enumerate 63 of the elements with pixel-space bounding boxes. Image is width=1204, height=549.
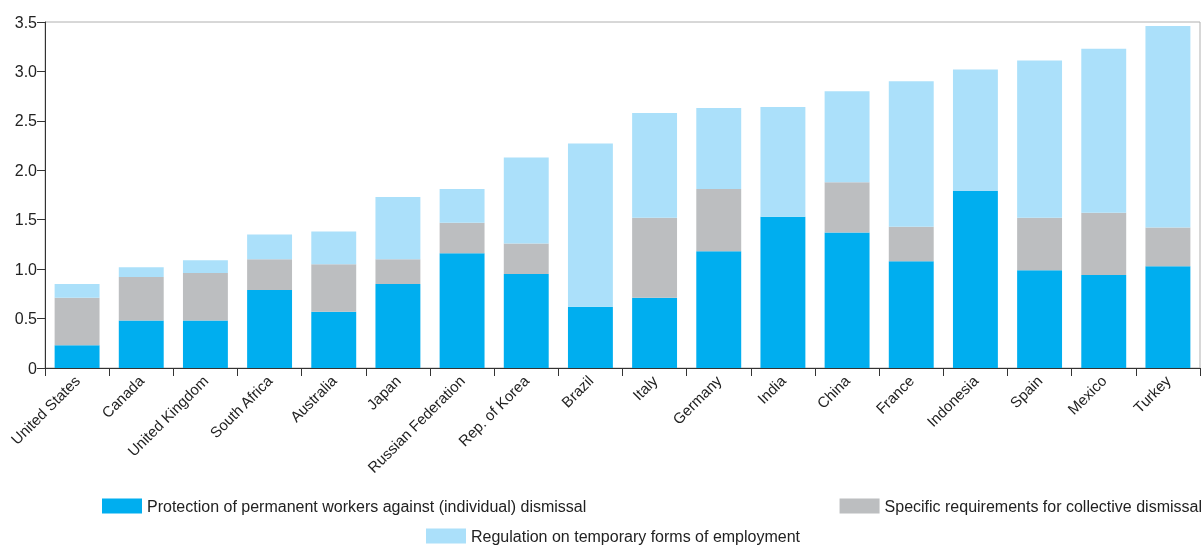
bar <box>311 231 357 265</box>
bar <box>118 267 164 278</box>
bar <box>311 264 357 312</box>
bar <box>696 251 742 368</box>
bar <box>760 107 806 217</box>
bar <box>888 226 934 262</box>
bar <box>824 91 870 183</box>
bar <box>503 274 549 368</box>
y-tick-label: 1.0 <box>14 260 38 278</box>
bar <box>375 283 421 368</box>
y-tick-label: 3.5 <box>14 13 38 31</box>
bar <box>439 189 485 223</box>
bar <box>182 260 228 274</box>
bar <box>311 311 357 368</box>
bar <box>247 259 293 290</box>
bar <box>1145 227 1191 267</box>
bar <box>182 273 228 321</box>
bar <box>952 191 998 368</box>
legend-label: Protection of permanent workers against (individual) dismissal <box>147 497 587 515</box>
bar <box>247 234 293 260</box>
bar <box>1081 212 1127 276</box>
bar <box>503 243 549 275</box>
bar <box>1017 270 1063 368</box>
bar <box>503 157 549 244</box>
bar <box>439 222 485 254</box>
bar <box>375 196 421 260</box>
bar <box>824 182 870 233</box>
bar <box>118 320 164 368</box>
bar <box>54 297 100 346</box>
y-tick-label: 2.0 <box>14 161 38 179</box>
bar <box>1017 217 1063 271</box>
bar <box>696 189 742 252</box>
y-tick-label: 2.5 <box>14 112 38 130</box>
y-tick-label: 3.0 <box>14 62 38 80</box>
bar <box>118 277 164 321</box>
bar <box>1081 275 1127 368</box>
bar <box>632 217 678 298</box>
bar <box>696 108 742 190</box>
legend-label: Specific requirements for collective dismissal <box>884 497 1203 515</box>
y-tick-label: 1.5 <box>14 211 38 229</box>
bar <box>439 253 485 368</box>
bar <box>1017 60 1063 218</box>
bar <box>888 261 934 368</box>
bar <box>824 232 870 368</box>
bar <box>952 69 998 192</box>
x-tick-label: Italy <box>629 371 661 404</box>
bar <box>888 81 934 227</box>
bar <box>1081 48 1127 213</box>
bar <box>182 320 228 368</box>
bar <box>54 345 100 368</box>
y-tick-label: 0.5 <box>14 310 38 328</box>
y-tick-label: 0 <box>28 359 38 377</box>
bar <box>760 216 806 368</box>
bar <box>632 112 678 218</box>
bar <box>632 297 678 368</box>
bar <box>567 306 613 368</box>
legend-label: Regulation on temporary forms of employment <box>471 527 801 545</box>
bar <box>1145 266 1191 368</box>
bar <box>567 143 613 307</box>
bar <box>54 283 100 298</box>
bar <box>375 259 421 284</box>
bar <box>1145 25 1191 228</box>
bar <box>247 289 293 368</box>
